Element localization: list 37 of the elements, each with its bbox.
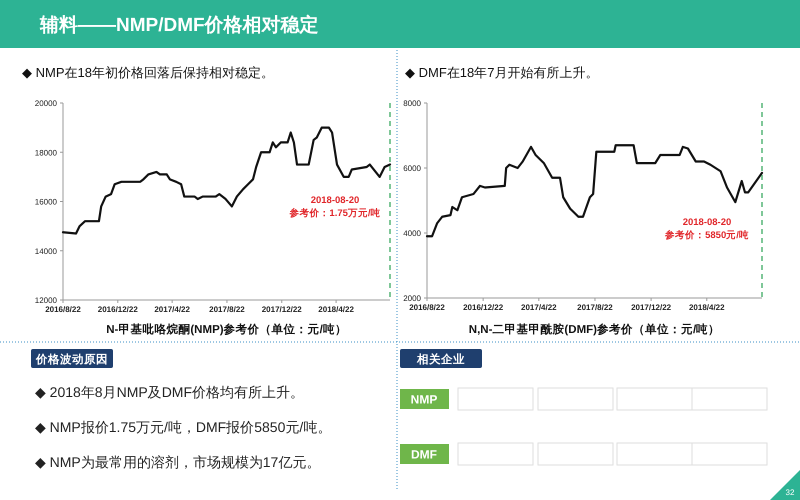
y-tick-label: 2000 [403, 294, 422, 303]
text: 相关企业 [416, 352, 465, 366]
x-tick-label: 2016/8/22 [409, 303, 446, 312]
annotation: 2018-08-20 参考价：5850元/吨 [664, 217, 749, 241]
x-tick-label: 2017/4/22 [154, 305, 190, 314]
y-tick-label: 16000 [34, 198, 58, 206]
x-axis-title: N,N-二甲基甲酰胺(DMF)参考价（单位：元/吨） [468, 322, 720, 336]
x-tick-label: 2018/4/22 [688, 303, 726, 312]
chart-subtitle: ◆ DMF在18年7月开始有所上升。 [405, 65, 598, 80]
chart-subtitle: ◆ NMP在18年初价格回落后保持相对稳定。 [22, 65, 274, 80]
text: 价格波动原因 [35, 352, 108, 366]
text: 32 [786, 488, 795, 497]
y-tick-label: 12000 [34, 296, 58, 305]
x-tick-label: 2016/8/22 [45, 305, 82, 314]
y-tick-label: 14000 [34, 246, 58, 256]
y-tick-label: 20000 [34, 99, 58, 108]
x-tick-label: 2017/4/22 [521, 303, 558, 312]
text: ◆ NMP报价1.75万元/吨，DMF报价5850元/吨。 [35, 419, 332, 435]
x-tick-label: 2017/12/22 [631, 303, 672, 312]
y-tick-label: 4000 [403, 229, 422, 238]
category-label: NMP [410, 392, 438, 406]
x-tick-label: 2018/4/22 [318, 305, 354, 314]
text: ◆ 2018年8月NMP及DMF价格均有所上升。 [35, 384, 304, 400]
annotation: 2018-08-20 参考价：1.75万元/吨 [288, 195, 381, 219]
y-tick-label: 8000 [403, 99, 422, 108]
text: ◆ NMP为最常用的溶剂，市场规模为17亿元。 [35, 454, 320, 470]
x-tick-label: 2017/8/22 [209, 305, 246, 314]
x-tick-label: 2017/12/22 [262, 305, 302, 314]
line-series [62, 126, 392, 235]
x-tick-label: 2016/12/22 [98, 305, 138, 314]
x-tick-label: 2017/8/22 [577, 303, 614, 312]
x-axis-title: N-甲基吡咯烷酮(NMP)参考价（单位：元/吨） [106, 322, 347, 336]
text: 辅料——NMP/DMF价格相对稳定 [39, 14, 319, 36]
category-label: DMF [411, 448, 437, 462]
y-tick-label: 6000 [403, 164, 422, 173]
x-tick-label: 2016/12/22 [463, 303, 504, 312]
y-tick-label: 18000 [34, 148, 58, 158]
